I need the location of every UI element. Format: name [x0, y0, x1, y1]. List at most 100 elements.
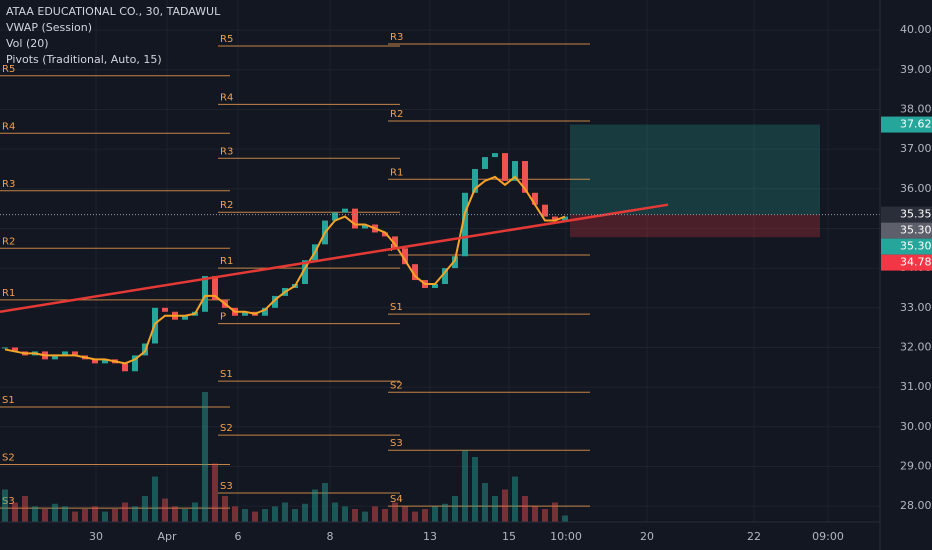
candle — [362, 224, 368, 229]
pivot-label: S1 — [2, 395, 15, 406]
volume-bar — [192, 502, 198, 522]
candle — [432, 284, 438, 288]
pivot-label: S2 — [390, 380, 403, 391]
volume-bar — [452, 496, 458, 522]
candle — [462, 192, 468, 257]
price-label-bg — [881, 116, 932, 133]
pivot-label: R1 — [2, 288, 15, 299]
volume-bar — [352, 509, 358, 522]
candle — [492, 153, 498, 158]
pivot-label: S1 — [220, 369, 233, 380]
volume-bar — [482, 483, 488, 522]
candle — [272, 295, 278, 308]
pivot-label: R5 — [2, 64, 15, 75]
price-label: 35.30 — [900, 240, 932, 253]
price-label: 34.78 — [900, 256, 932, 269]
pivot-label: R2 — [220, 200, 233, 211]
candle — [262, 307, 268, 316]
candle — [122, 363, 128, 372]
volume-bar — [312, 489, 318, 522]
volume-bar — [462, 450, 468, 522]
volume-bar — [492, 496, 498, 522]
candle — [392, 236, 398, 249]
volume-bar — [512, 476, 518, 522]
volume-bar — [382, 509, 388, 522]
pivot-label: S2 — [220, 423, 233, 434]
volume-bar — [322, 483, 328, 522]
volume-bar — [72, 511, 78, 522]
volume-bar — [552, 502, 558, 522]
volume-bar — [172, 506, 178, 522]
candle — [242, 311, 248, 316]
price-label: 37.62 — [900, 118, 932, 131]
volume-bar — [52, 503, 58, 522]
volume-bar — [142, 496, 148, 522]
y-tick-label: 36.00 — [900, 182, 932, 195]
pivot-label: R1 — [390, 167, 403, 178]
volume-bar — [282, 502, 288, 522]
volume-bar — [152, 476, 158, 522]
pivot-label: S1 — [390, 302, 403, 313]
volume-bar — [92, 506, 98, 522]
y-tick-label: 31.00 — [900, 380, 932, 393]
price-label-bg — [881, 254, 932, 271]
candle — [62, 351, 68, 356]
volume-bar — [392, 502, 398, 522]
candle — [532, 192, 538, 205]
volume-bar — [22, 496, 28, 522]
y-tick-label: 30.00 — [900, 420, 932, 433]
volume-bar — [12, 502, 18, 522]
volume-bar — [202, 392, 208, 522]
volume-bar — [262, 509, 268, 522]
legend-vwap: VWAP (Session) — [6, 21, 92, 34]
candle — [302, 260, 308, 285]
candle — [522, 161, 528, 193]
pivot-label: S3 — [390, 438, 403, 449]
x-tick-label: 22 — [747, 530, 761, 543]
price-label: 35.30 — [900, 224, 932, 237]
x-tick-label: 10:00 — [550, 530, 582, 543]
candle — [202, 276, 208, 312]
candle — [72, 351, 78, 356]
x-tick-label: 30 — [89, 530, 103, 543]
pivot-label: S2 — [2, 452, 15, 463]
candle — [402, 248, 408, 265]
volume-bar — [42, 509, 48, 522]
candle — [472, 168, 478, 193]
x-tick-label: 13 — [423, 530, 437, 543]
vwap-line — [4, 175, 566, 365]
candle — [2, 347, 8, 349]
candle — [382, 232, 388, 237]
x-tick-label: 8 — [327, 530, 334, 543]
volume-bar — [432, 506, 438, 522]
volume-bar — [182, 509, 188, 522]
pivot-label: P — [220, 312, 226, 323]
y-tick-label: 28.00 — [900, 499, 932, 512]
y-tick-label: 33.00 — [900, 301, 932, 314]
pivot-label: S3 — [2, 496, 15, 507]
candle — [442, 268, 448, 285]
volume-bar — [232, 506, 238, 522]
volume-bar — [112, 509, 118, 522]
volume-bar — [32, 506, 38, 522]
volume-bar — [402, 506, 408, 522]
candle — [562, 216, 568, 221]
volume-bar — [62, 506, 68, 522]
candle — [132, 355, 138, 372]
candle — [412, 264, 418, 281]
x-tick-label: 20 — [640, 530, 654, 543]
volume-bar — [412, 511, 418, 522]
price-label-bg — [881, 238, 932, 255]
volume-bar — [422, 509, 428, 522]
pivot-label: R3 — [390, 32, 403, 43]
volume-bar — [132, 506, 138, 522]
volume-bar — [542, 509, 548, 522]
x-tick-label: 09:00 — [812, 530, 844, 543]
volume-bar — [372, 506, 378, 522]
pivot-label: S3 — [220, 481, 233, 492]
price-label-bg — [881, 206, 932, 223]
volume-bar — [472, 457, 478, 522]
candle — [482, 157, 488, 169]
